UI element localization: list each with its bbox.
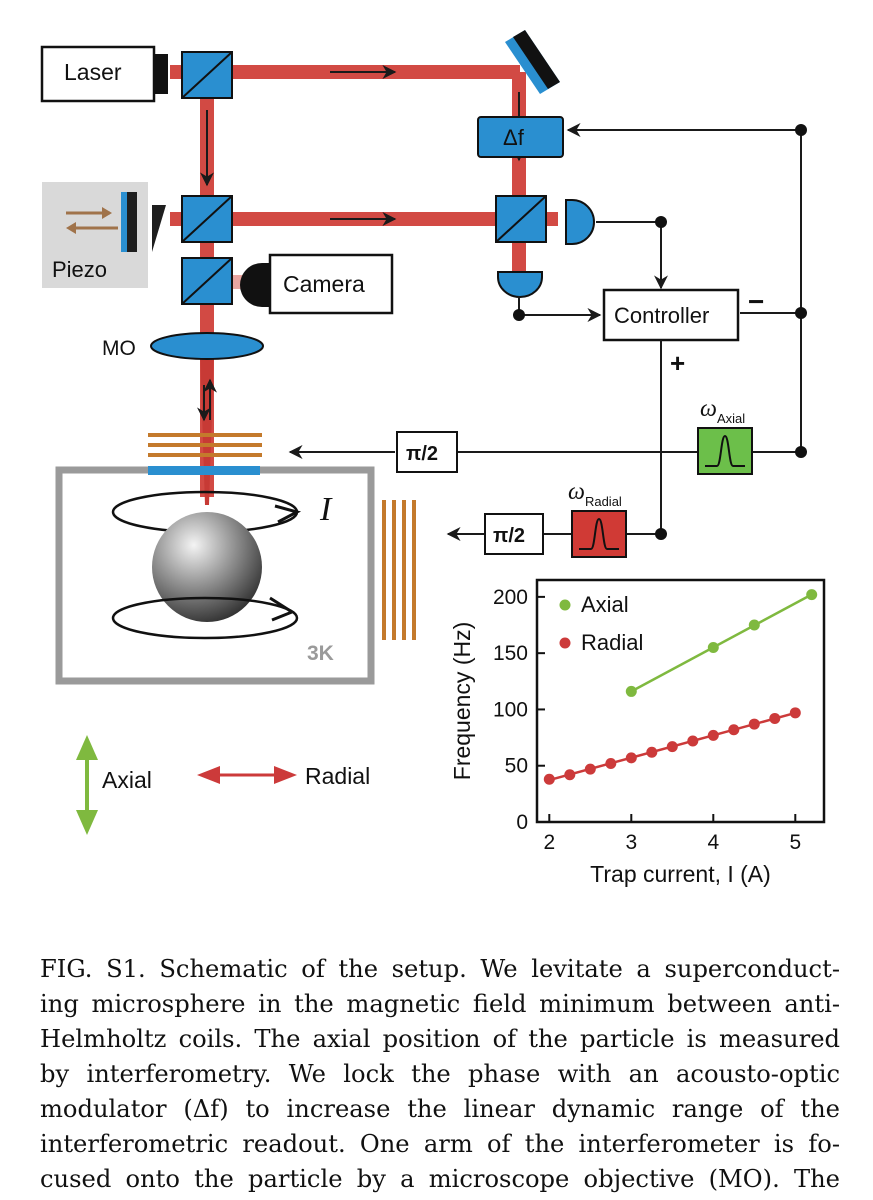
current-loop-bottom [111, 596, 299, 640]
data-point-radial [789, 707, 801, 719]
data-point-radial [564, 769, 576, 781]
x-tick-label: 2 [543, 831, 555, 854]
legend-marker-radial [559, 637, 571, 649]
x-tick-label: 5 [789, 831, 801, 854]
plus-sign: + [670, 348, 685, 378]
data-point-radial [687, 735, 699, 747]
current-label: I [319, 491, 333, 528]
coil-side [382, 500, 416, 640]
omega-radial-label: ωRadial [568, 479, 622, 509]
phase-shifter-axial [396, 431, 458, 473]
phase-shifter-radial [484, 513, 544, 555]
camera-box [268, 253, 394, 315]
data-point-axial [806, 589, 818, 601]
controller-label: Controller [614, 303, 709, 328]
phase-shifter-radial-label: π/2 [493, 525, 525, 547]
legend-label-axial: Axial [581, 592, 629, 617]
beamsplitter-icon [181, 51, 233, 99]
aom-label: Δf [503, 125, 525, 150]
current-arrow-bottom [269, 596, 296, 622]
data-point-axial [625, 685, 637, 697]
y-tick-label: 200 [493, 586, 528, 609]
x-tick-label: 3 [625, 831, 637, 854]
photodetector-icon [565, 199, 595, 245]
data-point-radial [728, 724, 740, 736]
data-point-axial [707, 642, 719, 654]
caption-line: interferometric readout. One arm of the … [40, 1130, 840, 1158]
lens-icon [150, 332, 264, 360]
piezo-label: Piezo [52, 257, 107, 282]
phase-shifter-axial-label: π/2 [406, 443, 438, 465]
caption-line: cused onto the particle by a microscope … [40, 1165, 840, 1193]
data-point-radial [584, 763, 596, 775]
legend-axial-label: Axial [102, 767, 152, 793]
bandpass-filter-icon [571, 510, 627, 558]
laser-label: Laser [64, 59, 122, 85]
controller-box [602, 288, 740, 342]
setup-figure: Piezo Laser [40, 30, 826, 887]
cryostat-window [148, 466, 260, 475]
minus-sign: − [748, 286, 764, 317]
beamsplitter-icon [181, 257, 233, 305]
double-arrow-icon [197, 766, 297, 784]
mo-label: MO [102, 337, 136, 360]
y-tick-label: 100 [493, 698, 528, 721]
caption-line: Helmholtz coils. The axial position of t… [40, 1025, 840, 1053]
legend-marker-axial [559, 599, 571, 611]
temperature-label: 3K [307, 642, 334, 665]
signal-wires [288, 123, 802, 541]
legend-radial-label: Radial [305, 763, 370, 789]
piezo-mirror [121, 192, 127, 252]
data-point-axial [748, 619, 760, 631]
y-tick-label: 0 [516, 811, 528, 834]
x-axis-label: Trap current, I (A) [590, 861, 771, 887]
camera-label: Camera [283, 271, 365, 297]
data-point-radial [707, 729, 719, 741]
omega-axial-label: ωAxial [700, 396, 745, 426]
fit-line-axial [630, 593, 813, 693]
photodetector-icon [497, 271, 543, 298]
superconducting-sphere [152, 512, 262, 622]
data-point-radial [625, 752, 637, 764]
wire-junctions [513, 124, 807, 540]
mirror-icon [505, 30, 560, 94]
caption-line: by interferometry. We lock the phase wit… [40, 1060, 840, 1088]
data-point-radial [769, 712, 781, 724]
figure-caption: FIG. S1. Schematic of the setup. We levi… [40, 952, 840, 1197]
caption-line: FIG. S1. Schematic of the setup. We levi… [40, 955, 840, 983]
coil-top [148, 433, 262, 457]
data-point-radial [646, 746, 658, 758]
data-point-radial [748, 718, 760, 730]
legend-label-radial: Radial [581, 630, 643, 655]
y-tick-label: 150 [493, 642, 528, 665]
beam-direction-arrows [197, 65, 526, 422]
chart-frame [535, 578, 826, 824]
piezo-aperture-icon [152, 205, 166, 252]
current-arrow-top [274, 504, 302, 524]
data-point-radial [666, 741, 678, 753]
caption-line: modulator (Δf) to increase the linear dy… [40, 1095, 840, 1123]
bandpass-filter-icon [697, 427, 753, 475]
y-tick-label: 50 [505, 755, 528, 778]
data-point-radial [605, 757, 617, 769]
piezo-arrows-icon [66, 207, 118, 234]
data-point-radial [543, 773, 555, 785]
y-axis-label: Frequency (Hz) [449, 622, 475, 780]
aom-box [477, 116, 564, 158]
beamsplitter-icon [181, 195, 233, 243]
laser-box [40, 45, 156, 103]
double-arrow-icon [76, 735, 98, 835]
caption-line: ing microsphere in the magnetic field mi… [40, 990, 840, 1018]
beamsplitter-icon [495, 195, 547, 243]
x-tick-label: 4 [707, 831, 719, 854]
